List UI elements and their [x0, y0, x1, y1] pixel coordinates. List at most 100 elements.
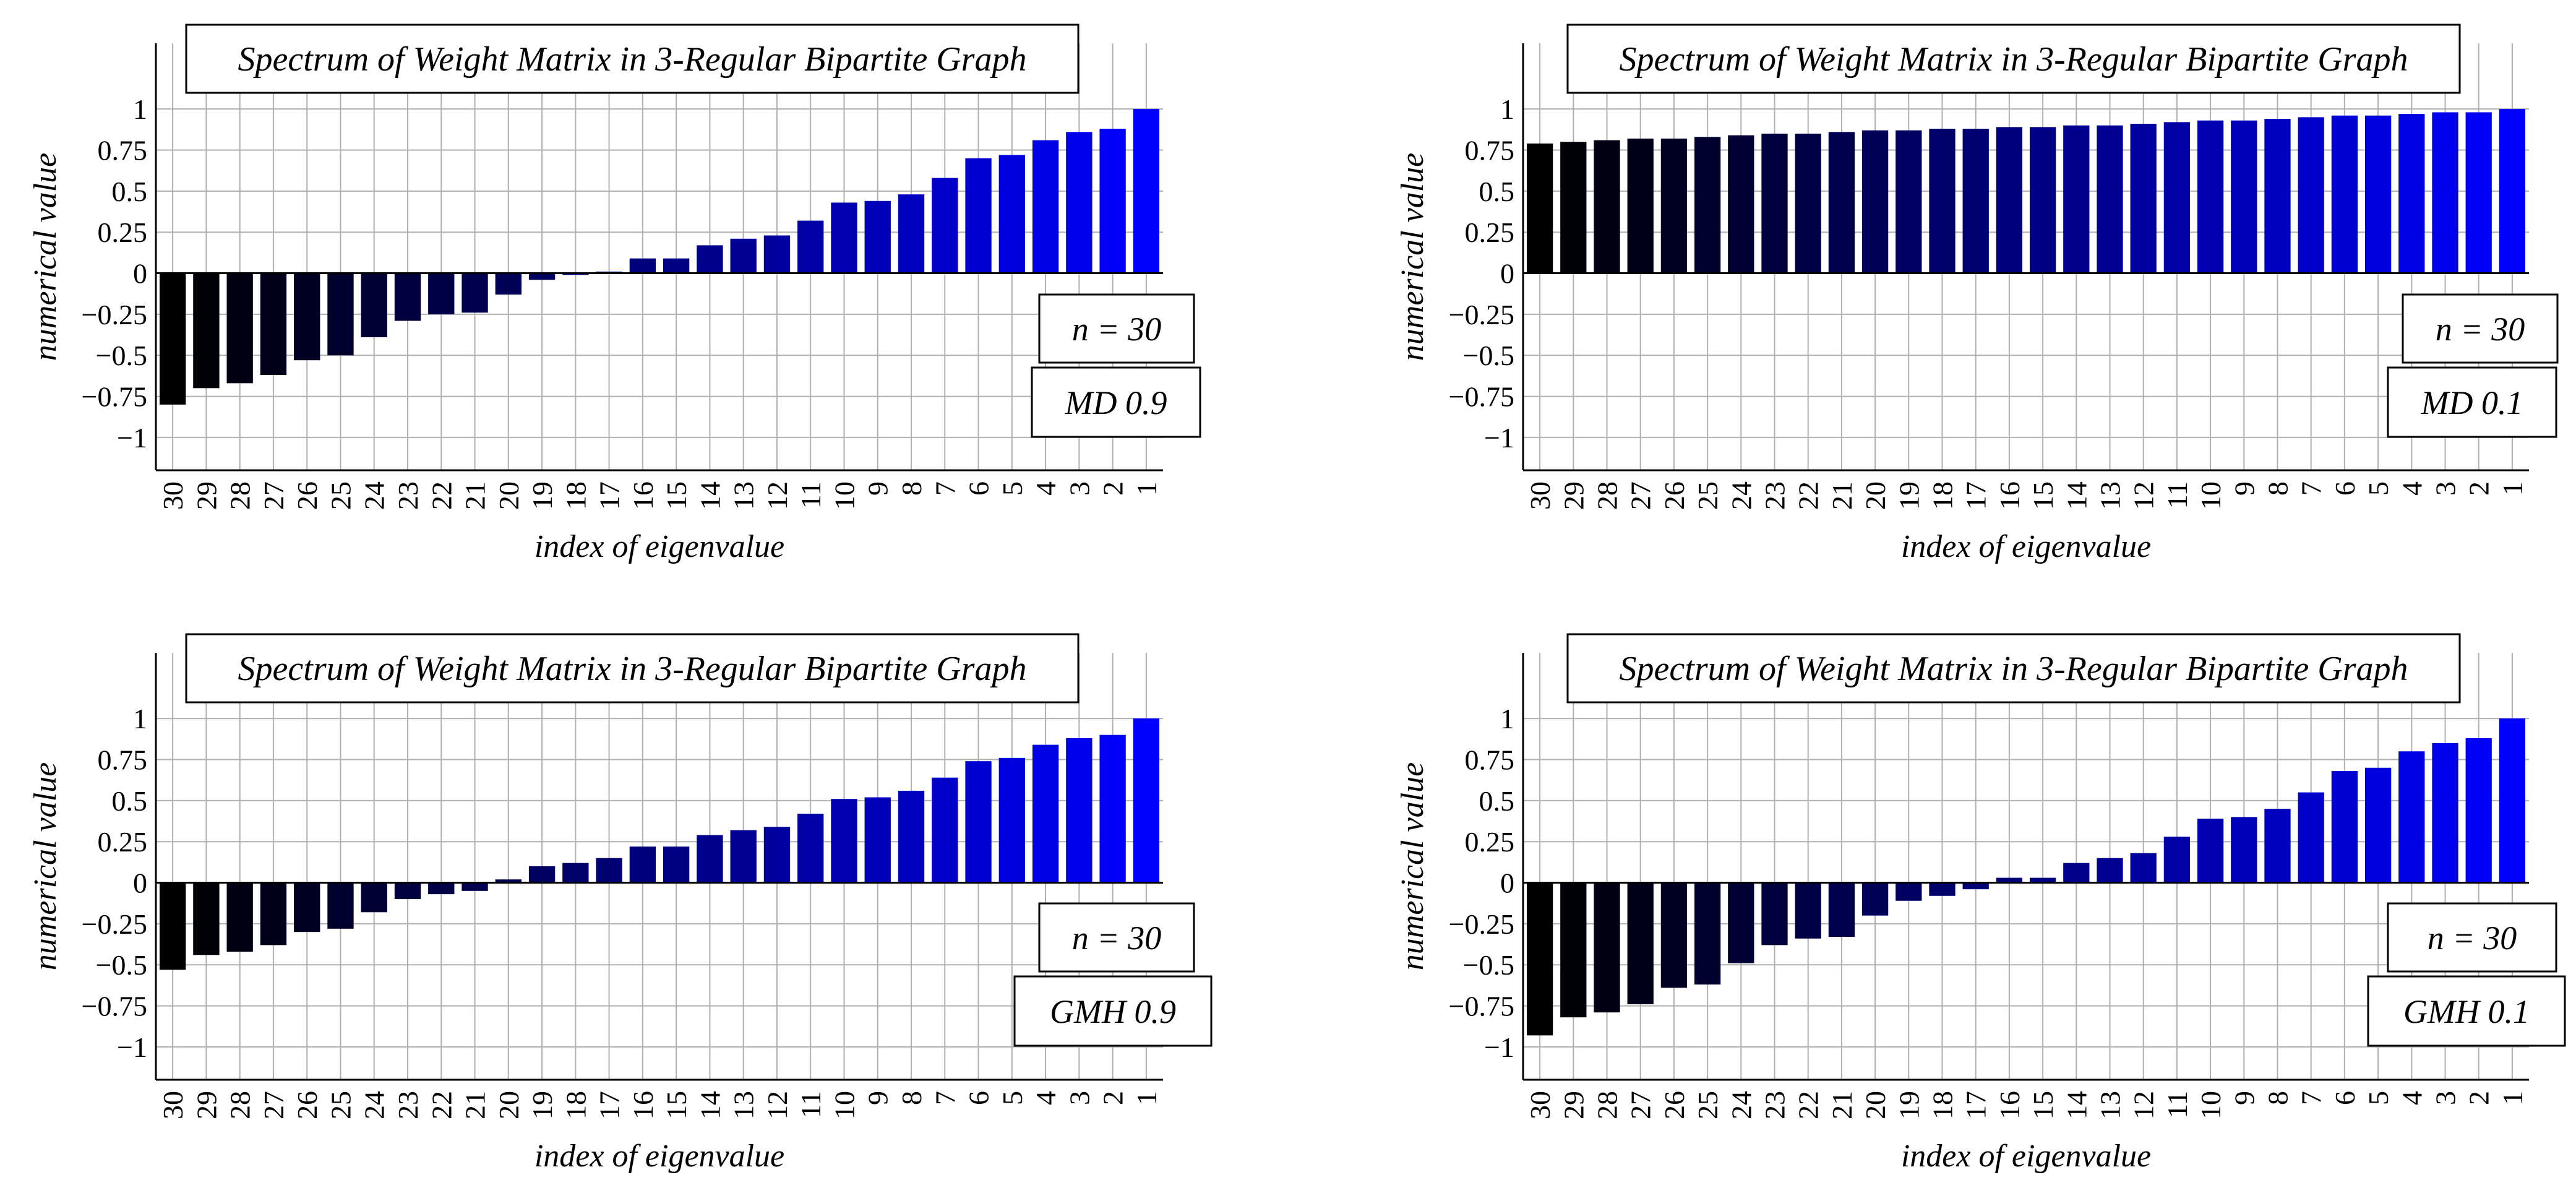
- chart1-xtick-label: 28: [225, 481, 256, 510]
- chart2-xtick-label: 15: [2027, 481, 2059, 510]
- chart1-xtick-label: 29: [191, 481, 222, 510]
- chart1-bar: [965, 158, 992, 273]
- chart4-xtick-label: 23: [1759, 1091, 1791, 1119]
- chart2-xtick-label: 17: [1960, 481, 1992, 510]
- chart1-title-box: [185, 24, 1080, 94]
- chart1-xtick-label: 30: [157, 481, 189, 510]
- chart3-bar: [361, 882, 387, 913]
- chart3-bar: [428, 882, 455, 895]
- chart4-xtick-label: 1: [2497, 1091, 2528, 1105]
- chart4-bar: [2331, 771, 2358, 883]
- chart2-xtick-label: 26: [1659, 481, 1690, 510]
- chart1-xtick-label: 14: [694, 481, 726, 510]
- chart2-xtick-label: 7: [2296, 481, 2327, 496]
- chart3-bar: [763, 827, 791, 883]
- chart3-annotation: GMH 0.9: [1050, 993, 1176, 1030]
- chart3-xtick-label: 8: [896, 1091, 927, 1105]
- chart4-xtick-label: 6: [2329, 1091, 2361, 1105]
- chart1-ytick-label: −1: [117, 422, 147, 454]
- chart3-bar: [629, 846, 656, 883]
- chart4-annotation-box: [2367, 975, 2566, 1047]
- chart2-ytick-label: −0.5: [1463, 340, 1514, 371]
- chart2-xtick-label: 28: [1592, 481, 1623, 510]
- chart4-ytick-label: −0.25: [1449, 908, 1514, 940]
- chart3-ytick-label: 0: [133, 868, 147, 899]
- chart2-xtick-label: 9: [2228, 481, 2260, 496]
- chart1-bar: [1066, 132, 1093, 273]
- chart4-bar: [2029, 877, 2056, 883]
- chart2-ytick-label: 0.5: [1479, 176, 1515, 207]
- chart4-bar: [2163, 837, 2191, 883]
- chart2-xtick-label: 8: [2262, 481, 2294, 496]
- chart3-xtick-label: 27: [258, 1091, 290, 1119]
- chart4-xtick-label: 10: [2195, 1091, 2226, 1119]
- chart4-xtick-label: 24: [1725, 1091, 1757, 1119]
- chart4-ytick-label: 0.25: [1465, 826, 1515, 858]
- chart1-bar: [462, 273, 488, 313]
- chart2-title: Spectrum of Weight Matrix in 3-Regular B…: [1620, 40, 2408, 79]
- chart1-bar: [663, 258, 690, 273]
- chart4-xtick-label: 30: [1524, 1091, 1556, 1119]
- chart4-bar: [1761, 882, 1788, 945]
- chart4-bar: [1694, 882, 1721, 985]
- chart4-ytick-label: −0.5: [1463, 949, 1514, 981]
- chart3-bar: [730, 830, 757, 883]
- chart3-xtick-label: 14: [694, 1091, 726, 1119]
- chart4-xtick-label: 19: [1893, 1091, 1925, 1119]
- chart4-bar: [2432, 743, 2458, 883]
- chart1-ytick-label: −0.75: [82, 381, 147, 413]
- chart2-xtick-label: 21: [1826, 481, 1858, 510]
- chart4-xtick-label: 7: [2296, 1091, 2327, 1105]
- chart4-bar: [1962, 882, 1989, 890]
- chart2-bar: [2130, 124, 2157, 273]
- chart2-ylabel: numerical value: [1395, 153, 1430, 361]
- chart3-bar: [697, 835, 723, 883]
- chart4-xtick-label: 18: [1927, 1091, 1959, 1119]
- chart4-title: Spectrum of Weight Matrix in 3-Regular B…: [1620, 650, 2408, 688]
- chart1-bar: [327, 273, 354, 356]
- chart4-xtick-label: 16: [1994, 1091, 2025, 1119]
- chart1-bar: [1133, 109, 1160, 273]
- chart3-xtick-label: 1: [1131, 1091, 1162, 1105]
- chart3-xtick-label: 16: [627, 1091, 659, 1119]
- chart2-xtick-label: 25: [1692, 481, 1724, 510]
- chart3-xtick-label: 4: [1030, 1091, 1062, 1105]
- chart3-xtick-label: 6: [963, 1091, 995, 1105]
- chart4-xtick-label: 11: [2162, 1091, 2193, 1118]
- chart2-bar: [2398, 114, 2425, 273]
- chart2-xtick-label: 22: [1793, 481, 1824, 510]
- chart4-xtick-label: 26: [1659, 1091, 1690, 1119]
- chart4-bar: [1929, 882, 1956, 896]
- chart3-xtick-label: 20: [493, 1091, 525, 1119]
- chart3-ytick-label: 1: [133, 703, 147, 734]
- chart1-xtick-label: 5: [997, 481, 1028, 496]
- chart2-ytick-label: 0.75: [1465, 135, 1515, 166]
- chart4-bar: [2231, 817, 2257, 883]
- chart4-bar: [2499, 718, 2526, 883]
- chart1-bar: [193, 273, 220, 389]
- chart2-xtick-label: 12: [2128, 481, 2160, 510]
- chart2-xtick-label: 24: [1725, 481, 1757, 510]
- chart2-ytick-label: −0.75: [1449, 381, 1514, 413]
- chart3-bar: [528, 866, 556, 883]
- chart4-xtick-label: 22: [1793, 1091, 1824, 1119]
- chart4-xtick-label: 5: [2363, 1091, 2394, 1105]
- chart3-xtick-label: 17: [594, 1091, 625, 1119]
- chart1-ylabel: numerical value: [28, 153, 63, 361]
- chart4-ylabel: numerical value: [1395, 762, 1430, 970]
- chart4-ytick-label: 0: [1500, 868, 1514, 899]
- chart4-bar: [2364, 767, 2392, 883]
- chart1-annotation: MD 0.9: [1065, 384, 1167, 421]
- chart2-annotation: MD 0.1: [2421, 384, 2523, 421]
- chart1-xtick-label: 22: [426, 481, 457, 510]
- chart4-bar: [2197, 819, 2224, 883]
- chart1-bar: [226, 273, 253, 384]
- chart2-xtick-label: 3: [2430, 481, 2462, 496]
- chart2-bar: [1896, 130, 1922, 273]
- chart4-ytick-label: 0.5: [1479, 785, 1515, 817]
- chart1-xtick-label: 24: [359, 481, 390, 510]
- chart4-annotation: GMH 0.1: [2403, 993, 2530, 1030]
- chart3-xtick-label: 22: [426, 1091, 457, 1119]
- chart4-xtick-label: 14: [2061, 1091, 2092, 1119]
- chart1-xtick-label: 3: [1063, 481, 1095, 496]
